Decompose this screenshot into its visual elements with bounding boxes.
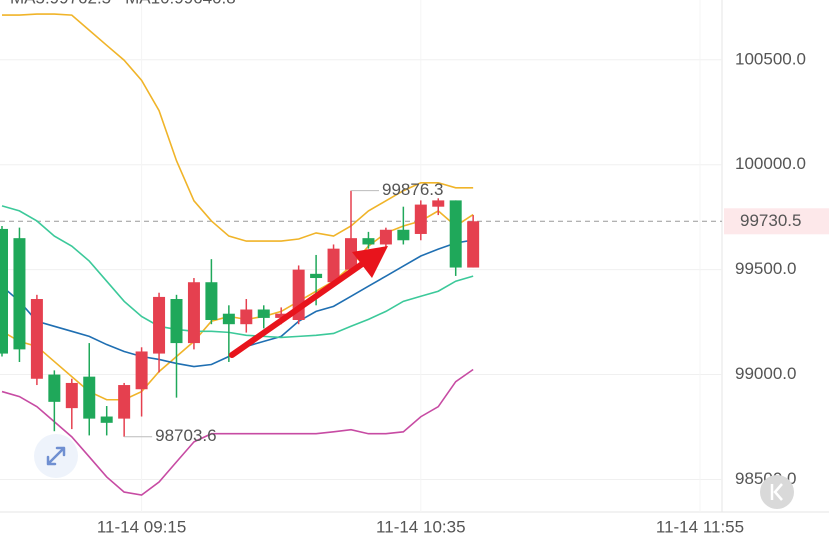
candle-body: [83, 376, 96, 419]
y-tick-label: 99500.0: [735, 259, 796, 278]
arrow-head: [352, 246, 388, 278]
max-label: 99876.3: [382, 180, 443, 199]
y-tick-label: 99000.0: [735, 364, 796, 383]
last-price-label: 99730.5: [740, 211, 801, 230]
candle-body: [48, 374, 61, 402]
candle-body: [135, 351, 148, 390]
candle-body: [0, 228, 8, 354]
candle-body: [118, 385, 131, 419]
x-tick-label: 11-14 09:15: [97, 517, 186, 536]
candle-body: [65, 382, 78, 409]
back-icon-bg[interactable]: [760, 475, 794, 509]
candle-body: [467, 221, 480, 268]
min-label: 98703.6: [155, 426, 216, 445]
expand-icon-glyph[interactable]: [46, 446, 66, 466]
candle-body: [205, 282, 218, 320]
indicator-line: [1, 205, 474, 339]
candle-body: [449, 200, 462, 268]
candle-body: [100, 416, 113, 423]
indicator-line: [2, 13, 474, 242]
candle-body: [310, 273, 323, 279]
back-icon-glyph[interactable]: [770, 483, 783, 501]
y-tick-label: 100500.0: [735, 49, 806, 68]
back-to-latest-icon[interactable]: [760, 475, 794, 509]
candle-body: [13, 238, 26, 350]
candle-body: [345, 238, 357, 270]
candle-body: [379, 229, 392, 245]
candle-body: [170, 299, 183, 344]
legend-entry: MA5:99762.5: [10, 0, 111, 7]
indicator-line: [1, 368, 474, 496]
arrow-shaft: [229, 259, 368, 358]
candle-body: [327, 248, 340, 283]
candle-body: [222, 313, 235, 325]
arrow: [229, 246, 388, 358]
x-tick-label: 11-14 11:55: [656, 517, 744, 536]
last-price-tag: [724, 208, 829, 235]
candle-body: [362, 238, 375, 245]
x-tick-label: 11-14 10:35: [376, 517, 465, 536]
candle-body: [397, 229, 410, 241]
y-tick-label: 100000.0: [735, 154, 806, 173]
candle-body: [30, 299, 43, 379]
indicator-line: [1, 209, 474, 401]
candle-body: [240, 309, 253, 325]
candle-body: [187, 282, 200, 344]
candles: [0, 190, 480, 437]
labels: 98500.099000.099500.0100000.0100500.011-…: [10, 0, 829, 536]
expand-icon[interactable]: [34, 434, 78, 478]
candle-body: [275, 313, 288, 318]
candle-body: [153, 296, 166, 354]
legend-entry: MA10:99640.8: [125, 0, 236, 7]
candle-body: [432, 200, 445, 207]
candle-body: [414, 204, 427, 234]
candle-body: [257, 309, 270, 318]
